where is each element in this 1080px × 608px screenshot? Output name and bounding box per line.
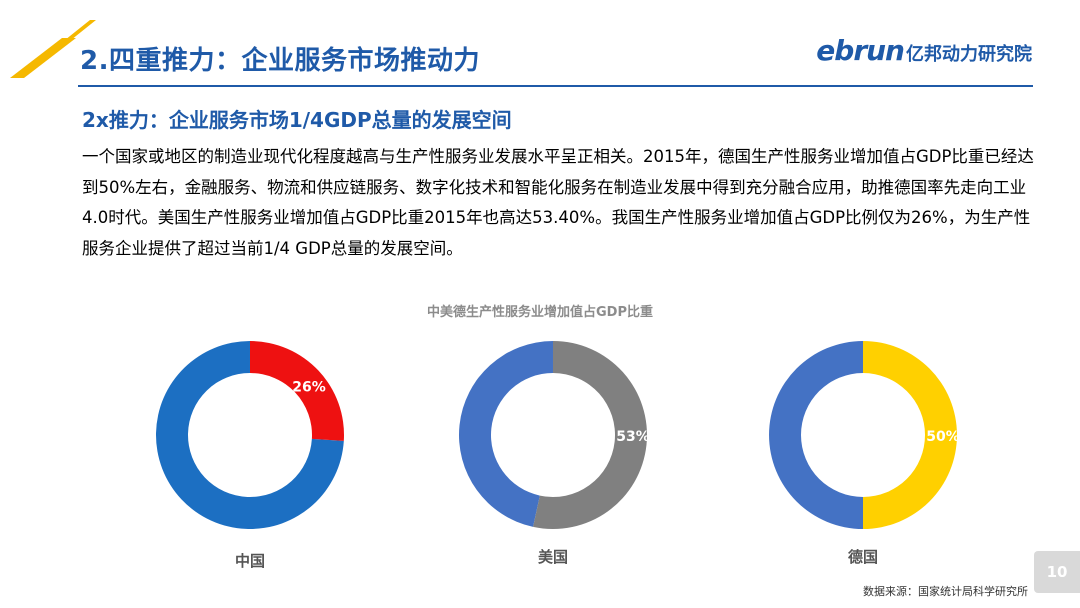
logo-name: 亿邦动力研究院 <box>906 44 1032 65</box>
body-paragraph: 一个国家或地区的制造业现代化程度越高与生产性服务业发展水平呈正相关。2015年，… <box>82 147 1034 258</box>
donut-remainder-0 <box>156 341 344 529</box>
donut-category-label-0: 中国 <box>235 552 265 570</box>
donut-value-slice-0 <box>250 341 344 441</box>
donut-category-label-2: 德国 <box>848 548 878 566</box>
data-source: 数据来源：国家统计局科学研究所 <box>863 585 1028 598</box>
logo-brand: ebrun <box>816 34 905 67</box>
donut-remainder-2 <box>769 341 863 529</box>
donut-percent-label-2: 50% <box>926 429 960 445</box>
donut-charts: 26% 中国 53% 美国 50% 德国 <box>156 341 960 570</box>
yellow-stripe-thick <box>10 38 76 78</box>
ebrun-logo: ebrun 亿邦动力研究院 <box>816 34 1032 70</box>
title-underline <box>78 85 1033 87</box>
donut-percent-label-1: 53% <box>616 429 650 445</box>
donut-value-slice-1 <box>533 341 647 529</box>
section-subtitle: 2x推力：企业服务市场1/4GDP总量的发展空间 <box>82 108 512 132</box>
donut-category-label-1: 美国 <box>538 548 568 566</box>
donut-percent-label-0: 26% <box>292 379 326 395</box>
page-number: 10 <box>1034 551 1080 593</box>
corner-stripes-decoration <box>10 20 96 78</box>
donut-value-slice-2 <box>863 341 957 529</box>
slide-title: 2.四重推力：企业服务市场推动力 <box>80 46 480 76</box>
chart-title: 中美德生产性服务业增加值占GDP比重 <box>427 305 653 320</box>
donut-remainder-1 <box>459 341 553 527</box>
